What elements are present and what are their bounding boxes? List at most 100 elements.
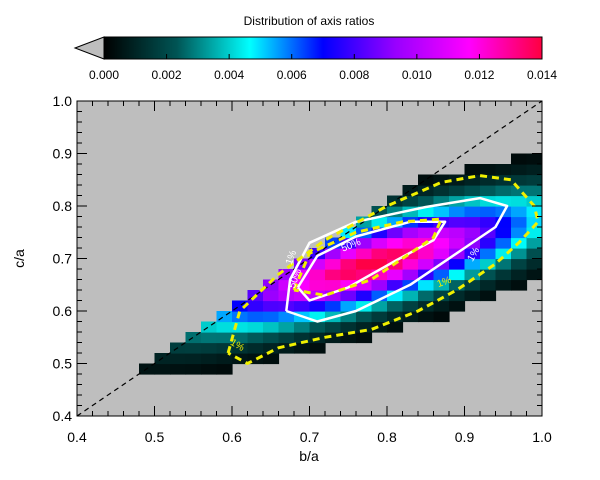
heatmap-cell [340,237,357,249]
heatmap-cell [201,332,218,344]
heatmap-cell [480,290,497,302]
heatmap-cell [464,185,481,197]
contour-label: 1% [436,275,453,290]
heatmap-cell [309,269,326,281]
heatmap-cell [418,227,435,239]
heatmap-cell [526,269,542,281]
x-tick-label: 0.9 [455,429,475,445]
heatmap-cell [371,311,388,323]
heatmap-cell [387,269,404,281]
heatmap-cell [371,300,388,312]
colorbar-underflow-arrow [73,36,105,60]
heatmap-cell [464,269,481,281]
contour-line [285,196,509,323]
heatmap-cell [387,311,404,323]
heatmap-cell [340,269,357,281]
heatmap-cell [511,195,528,207]
heatmap-cell [294,300,311,312]
heatmap-cell [511,269,528,281]
heatmap-cell [418,279,435,291]
y-tick-label: 0.6 [53,303,73,319]
heatmap-cell [418,290,435,302]
heatmap-cell [495,164,512,176]
heatmap-cell [526,164,542,176]
heatmap-cell [526,237,542,249]
heatmap-cell [464,258,481,270]
colorbar-gradient [103,36,543,60]
heatmap-cell [449,216,466,228]
heatmap-cell [433,300,450,312]
heatmap-cell [232,332,249,344]
y-tick-label: 0.5 [53,356,73,372]
heatmap-cell [449,258,466,270]
heatmap-cell [356,227,373,239]
heatmap-cell [278,279,295,291]
heatmap-cell [526,153,542,165]
heatmap-cell [495,279,512,291]
heatmap-cell [402,269,419,281]
heatmap-cell [464,206,481,218]
heatmap-cell [449,185,466,197]
heatmap-cell [449,269,466,281]
heatmap-cell [216,363,233,375]
heatmap-cell [371,321,388,333]
heatmap-cell [526,195,542,207]
heatmap-cell [185,363,202,375]
colorbar-tick-label: 0.002 [152,68,182,82]
heatmap-cell [387,227,404,239]
heatmap-cell [511,216,528,228]
colorbar: Distribution of axis ratios 0.000 0.002 0.… [73,14,557,82]
heatmap-cell [526,174,542,186]
heatmap-cell [480,206,497,218]
heatmap-cell [278,332,295,344]
heatmap-cell [216,332,233,344]
heatmap-cell [371,258,388,270]
heatmap-cell [433,185,450,197]
y-axis-label: c/a [11,249,27,268]
heatmap-cell [511,185,528,197]
heatmap-cell [480,174,497,186]
heatmap-cell [201,342,218,354]
heatmap-cell [216,321,233,333]
heatmap-cell [356,321,373,333]
y-tick-label: 0.8 [53,198,73,214]
heatmap-cell [464,164,481,176]
heatmap-cell [464,279,481,291]
heatmap-cell [263,300,280,312]
x-tick-label: 0.5 [145,429,165,445]
heatmap-cell [402,195,419,207]
heatmap-cell [418,248,435,260]
heatmap-cell [294,321,311,333]
heatmap-cell [356,279,373,291]
heatmap-cell [278,321,295,333]
heatmap-cell [371,290,388,302]
x-tick-label: 0.6 [222,429,242,445]
heatmap-cell [309,342,326,354]
heatmap-cell [511,279,528,291]
heatmap-cell [464,174,481,186]
colorbar-tick-label: 0.014 [527,68,557,82]
heatmap-cell [480,258,497,270]
y-tick-label: 0.7 [53,251,73,267]
contour-label: 1% [284,249,299,266]
heatmap-cell [464,227,481,239]
heatmap-cell [387,279,404,291]
heatmap-cell [309,290,326,302]
x-tick-label: 0.8 [377,429,397,445]
heatmap-cell [387,206,404,218]
heatmap-cell [418,311,435,323]
heatmap-cell [449,279,466,291]
heatmap-cell [402,206,419,218]
heatmap-cell [402,290,419,302]
heatmap-cell [402,311,419,323]
heatmap-cell [278,342,295,354]
heatmap-cell [433,311,450,323]
heatmap-cell [480,248,497,260]
heatmap-cell [433,269,450,281]
colorbar-tick-label: 0.012 [464,68,494,82]
heatmap-cell [263,321,280,333]
heatmap-cell [340,332,357,344]
heatmap-cell [232,321,249,333]
heatmap-cell [263,332,280,344]
heatmap-cell [433,174,450,186]
